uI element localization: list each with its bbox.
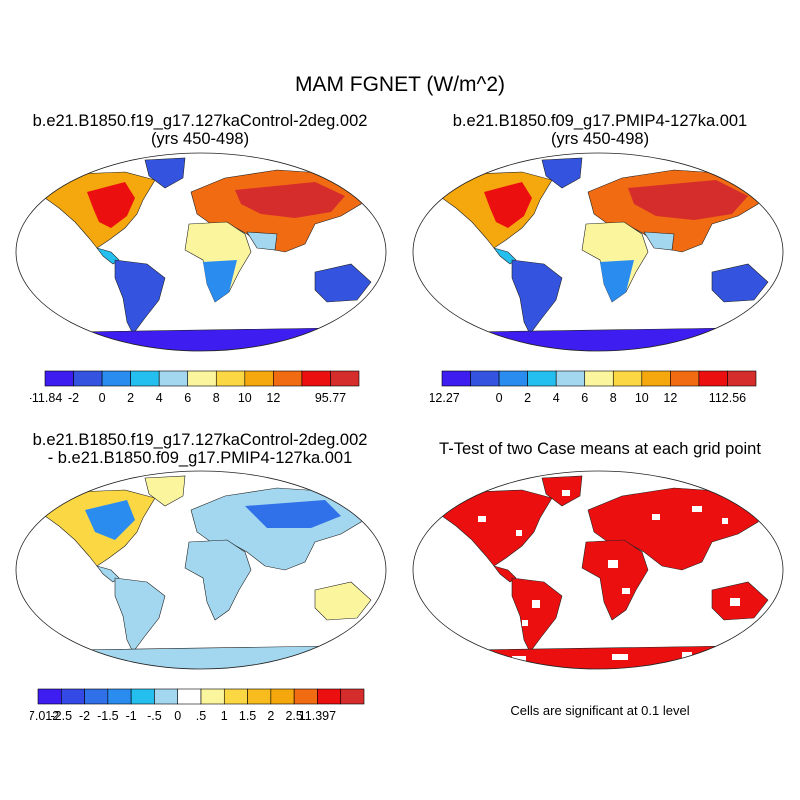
colorbar-control-tick-label: -11.84: [30, 391, 62, 405]
colorbar-pmip4-swatch: [698, 370, 728, 387]
colorbar-difference-swatch: [37, 688, 62, 705]
map-panel-ttest: [412, 470, 784, 670]
colorbar-difference-tick-label: 11.397: [299, 709, 336, 723]
colorbar-control-swatch: [44, 370, 74, 387]
colorbar-difference-tick-label: 1: [221, 709, 228, 723]
north-america-east-hot: [87, 182, 135, 228]
colorbar-pmip4-tick-label: 2: [524, 391, 531, 405]
colorbar-control-tick-label: 10: [238, 391, 252, 405]
colorbar-pmip4-swatch: [470, 370, 500, 387]
colorbar-difference-swatch: [200, 688, 225, 705]
colorbar-difference-tick-label: 2.5: [285, 709, 302, 723]
colorbar-difference-swatch: [247, 688, 272, 705]
colorbar-control-swatch: [73, 370, 103, 387]
colorbar-pmip4-tick-label: 4: [553, 391, 560, 405]
colorbar-pmip4-tick-label: 8: [610, 391, 617, 405]
africa-south: [203, 260, 237, 302]
colorbar-difference: -17.012-2.5 -2 -1.5 -1 -.5 0 .5 1 1.5 2 2.511.397: [30, 688, 365, 723]
south-america: [114, 259, 166, 335]
colorbar-pmip4-tick-label: 6: [581, 391, 588, 405]
colorbar-control-tick-label: 4: [156, 391, 163, 405]
colorbar-control-tick-label: 2: [127, 391, 134, 405]
colorbar-pmip4-swatch: [584, 370, 614, 387]
colorbar-difference-swatch: [154, 688, 179, 705]
colorbar-difference-swatch: [130, 688, 155, 705]
colorbar-difference-tick-label: -2.5: [51, 709, 73, 723]
panel1-subtitle: (yrs 450-498): [150, 130, 250, 148]
colorbar-control-swatch: [158, 370, 189, 387]
colorbar-control-tick-label: 6: [184, 391, 191, 405]
colorbar-pmip4-swatch: [527, 370, 557, 387]
map-panel-pmip4: [412, 152, 784, 352]
colorbar-control-swatch: [273, 370, 303, 387]
colorbar-control-swatch: [215, 370, 246, 387]
colorbar-difference-swatch: [177, 688, 202, 705]
colorbar-difference-tick-label: -2: [79, 709, 90, 723]
panel1-title: b.e21.B1850.f19_g17.127kaControl-2deg.00…: [32, 112, 368, 130]
colorbar-difference-swatch: [270, 688, 295, 705]
colorbar-difference-tick-label: 1.5: [239, 709, 256, 723]
colorbar-difference-tick-label: .5: [196, 709, 206, 723]
colorbar-difference-tick-label: 2: [267, 709, 274, 723]
map-panel-difference: [15, 470, 387, 670]
colorbar-control-tick-label: -2: [68, 391, 79, 405]
colorbar-control-tick-label: 95.77: [315, 391, 346, 405]
colorbar-difference-tick-label: -17.012: [30, 709, 59, 723]
colorbar-difference-tick-label: -.5: [147, 709, 162, 723]
colorbar-pmip4-swatch: [641, 370, 671, 387]
colorbar-pmip4-swatch: [612, 370, 643, 387]
colorbar-pmip4-tick-label: 0: [496, 391, 503, 405]
colorbar-control-swatch: [130, 370, 160, 387]
australia: [314, 263, 372, 303]
panel2-title: b.e21.B1850.f09_g17.PMIP4-127ka.001: [452, 112, 748, 130]
colorbar-control-tick-label: 0: [99, 391, 106, 405]
middle-east: [246, 231, 278, 251]
greenland: [144, 157, 186, 189]
colorbar-pmip4-swatch: [441, 370, 471, 387]
colorbar-pmip4-swatch: [727, 370, 757, 387]
colorbar-pmip4-tick-label: 112.56: [709, 391, 746, 405]
panel3-title: b.e21.B1850.f19_g17.127kaControl-2deg.00…: [32, 431, 368, 449]
colorbar-difference-swatch: [317, 688, 342, 705]
panel4-title: T-Test of two Case means at each grid po…: [439, 440, 761, 458]
colorbar-control-swatch: [301, 370, 331, 387]
colorbar-control: -11.84 -2 0 2 4 6 8 10 12 95.77: [30, 370, 360, 405]
colorbar-difference-swatch: [293, 688, 318, 705]
colorbar-difference-swatch: [107, 688, 132, 705]
colorbar-pmip4-swatch: [670, 370, 700, 387]
colorbar-pmip4-tick-label: 10: [635, 391, 649, 405]
colorbar-control-swatch: [187, 370, 217, 387]
colorbar-control-tick-label: 12: [266, 391, 280, 405]
colorbar-pmip4-tick-label: 12: [663, 391, 677, 405]
colorbar-difference-swatch: [84, 688, 109, 705]
colorbar-difference-tick-label: 0: [174, 709, 181, 723]
asia-hot: [235, 182, 345, 218]
panel2-subtitle: (yrs 450-498): [550, 130, 650, 148]
colorbar-control-swatch: [101, 370, 131, 387]
colorbar-control-swatch: [244, 370, 274, 387]
colorbar-pmip4-swatch: [555, 370, 586, 387]
colorbar-difference-tick-label: -1: [126, 709, 137, 723]
colorbar-difference-swatch: [340, 688, 365, 705]
panel3-subtitle: - b.e21.B1850.f09_g17.PMIP4-127ka.001: [47, 449, 353, 467]
colorbar-pmip4-swatch: [498, 370, 528, 387]
significance-note: Cells are significant at 0.1 level: [510, 703, 690, 718]
antarctica: [34, 327, 368, 351]
colorbar-pmip4-tick-label: -12.27: [430, 391, 460, 405]
colorbar-control-tick-label: 8: [213, 391, 220, 405]
colorbar-control-swatch: [330, 370, 360, 387]
colorbar-pmip4: -12.27 0 2 4 6 8 10 12 112.56: [430, 370, 757, 405]
colorbar-difference-tick-label: -1.5: [97, 709, 119, 723]
colorbar-difference-swatch: [60, 688, 85, 705]
map-panel-control: [15, 152, 387, 352]
colorbar-difference-swatch: [223, 688, 248, 705]
figure-title: MAM FGNET (W/m^2): [294, 73, 506, 96]
